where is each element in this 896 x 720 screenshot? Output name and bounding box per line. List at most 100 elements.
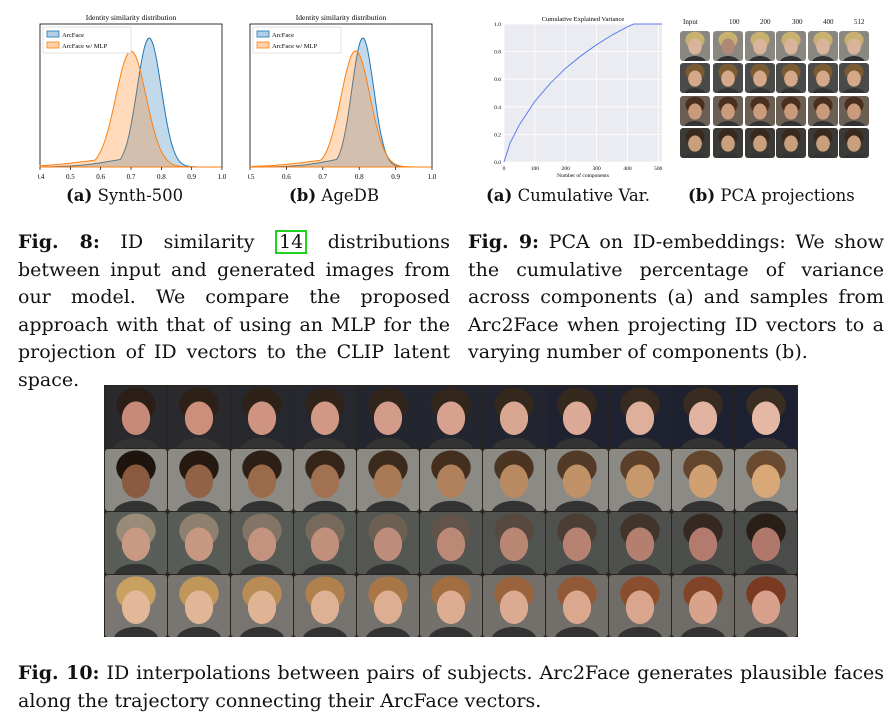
interpolation-face-image <box>546 511 609 574</box>
fig9a-xtick-label: 0 <box>503 166 506 172</box>
fig9a-xtick-label: 300 <box>592 166 601 172</box>
pca-face-image <box>680 31 710 61</box>
pca-face-image <box>807 95 838 126</box>
fig8b-xtick-label: 0.5 <box>248 173 255 181</box>
fig9a-xtick-label: 400 <box>623 166 632 172</box>
interpolation-face-image <box>293 385 356 448</box>
interpolation-face-image <box>356 511 419 574</box>
pca-face-image <box>744 31 775 61</box>
fig9a-xtick-label: 200 <box>562 166 571 172</box>
citation-link[interactable]: 14 <box>275 230 308 254</box>
fig8b-legend-label: ArcFace <box>272 32 294 39</box>
pca-face-image <box>839 63 869 94</box>
fig9a-ytick-label: 0.2 <box>494 132 501 138</box>
fig8a-xtick-label: 0.6 <box>96 173 105 181</box>
fig8b-legend-swatch <box>256 30 270 38</box>
fig10-caption: Fig. 10: ID interpolations between pairs… <box>18 662 884 712</box>
fig8b-xtick-label: 1.0 <box>428 173 436 181</box>
fig9a-ytick-label: 1.0 <box>494 22 501 28</box>
fig8b-title: Identity similarity distribution <box>296 13 387 22</box>
fig10-interpolation-grid <box>104 385 798 637</box>
pca-face-image <box>680 95 710 126</box>
interpolation-face-image <box>293 574 356 637</box>
pca-face-image <box>713 63 744 94</box>
interpolation-face-image <box>483 385 546 448</box>
pca-face-image <box>776 127 807 158</box>
pca-label-512: 512 <box>854 18 865 26</box>
pca-face-image <box>713 95 744 126</box>
interpolation-face-image <box>419 448 483 511</box>
interpolation-face-image <box>483 448 546 511</box>
pca-face-cells <box>680 31 880 161</box>
interpolation-face-image <box>609 574 672 637</box>
fig9a-variance-line <box>503 23 662 163</box>
interpolation-face-image <box>356 385 419 448</box>
fig8b-legend-swatch <box>256 41 270 49</box>
fig9a-xtick-label: 100 <box>531 166 540 172</box>
interpolation-face-image <box>356 448 419 511</box>
fig9a-plot-bg <box>504 24 662 162</box>
fig8b-legend-label: ArcFace w/ MLP <box>272 43 318 50</box>
fig9a-title: Cumulative Explained Variance <box>542 16 625 23</box>
interpolation-face-image <box>609 385 672 448</box>
interpolation-face-image <box>293 511 356 574</box>
fig8b-xtick-label: 0.6 <box>282 173 291 181</box>
pca-label-100: 100 <box>729 18 740 26</box>
fig9a-ytick-label: 0.8 <box>494 50 501 56</box>
fig9a-sublabel: (a) Cumulative Var. <box>486 186 650 205</box>
pca-face-image <box>744 95 775 126</box>
pca-face-image <box>839 31 869 61</box>
fig9a-ytick-label: 0.4 <box>494 105 501 111</box>
interpolation-face-image <box>167 511 230 574</box>
fig8b-xtick-label: 0.7 <box>318 173 327 181</box>
interpolation-face-image <box>167 574 230 637</box>
fig8b-area-mlp <box>249 50 432 168</box>
interpolation-face-image <box>735 385 798 448</box>
interpolation-face-image <box>672 385 735 448</box>
fig8a-xtick-label: 0.5 <box>66 173 75 181</box>
pca-label-400: 400 <box>823 18 834 26</box>
interp-face-cells <box>104 385 798 637</box>
interpolation-face-image <box>546 448 609 511</box>
fig8b-chart: Identity similarity distribution 0.5 0.6 0.… <box>246 10 437 185</box>
interpolation-face-image <box>293 448 356 511</box>
pca-face-image <box>807 63 838 94</box>
interpolation-face-image <box>104 448 167 511</box>
fig9b-sublabel: (b) PCA projections <box>688 186 855 205</box>
pca-face-image <box>776 31 807 61</box>
pca-face-image <box>680 127 710 158</box>
interpolation-face-image <box>419 385 483 448</box>
interpolation-face-image <box>672 448 735 511</box>
interpolation-face-image <box>483 574 546 637</box>
pca-face-image <box>839 127 869 158</box>
interpolation-face-image <box>419 574 483 637</box>
fig8a-title: Identity similarity distribution <box>86 13 177 22</box>
pca-label-300: 300 <box>792 18 803 26</box>
fig8a-xtick-label: 0.8 <box>157 173 166 181</box>
fig8a-sublabel: (a) Synth-500 <box>66 186 184 205</box>
interpolation-face-image <box>672 511 735 574</box>
interpolation-face-image <box>167 385 230 448</box>
pca-grid-header: Input 100 200 300 400 512 <box>680 18 880 30</box>
fig8a-chart: Identity similarity distribution 0.4 0.5 0.… <box>36 10 227 185</box>
fig8-caption: Fig. 8: ID similarity 14 distributions b… <box>18 230 451 391</box>
interpolation-face-image <box>356 574 419 637</box>
fig8a-plot: Identity similarity distribution 0.4 0.5 0.… <box>36 13 227 181</box>
pca-face-image <box>713 127 744 158</box>
fig8a-xtick-label: 0.7 <box>127 173 136 181</box>
fig9a-chart: Cumulative Explained Variance 0.0 0.2 0.4 0.… <box>486 12 666 182</box>
fig8a-xtick-label: 0.9 <box>187 173 196 181</box>
pca-face-image <box>713 31 744 61</box>
fig10-caption-label: Fig. 10: <box>18 662 100 684</box>
fig8a-legend-swatch <box>46 30 60 38</box>
interpolation-face-image <box>104 385 167 448</box>
interpolation-face-image <box>609 448 672 511</box>
interpolation-face-image <box>230 385 293 448</box>
fig8b-sublabel: (b) AgeDB <box>289 186 380 205</box>
interpolation-face-image <box>104 574 167 637</box>
fig9a-ytick-label: 0.0 <box>494 160 501 166</box>
fig9-caption: Fig. 9: PCA on ID-embeddings: We show th… <box>468 231 884 363</box>
pca-face-image <box>744 63 775 94</box>
interpolation-face-image <box>546 574 609 637</box>
fig9-caption-label: Fig. 9: <box>468 231 540 253</box>
